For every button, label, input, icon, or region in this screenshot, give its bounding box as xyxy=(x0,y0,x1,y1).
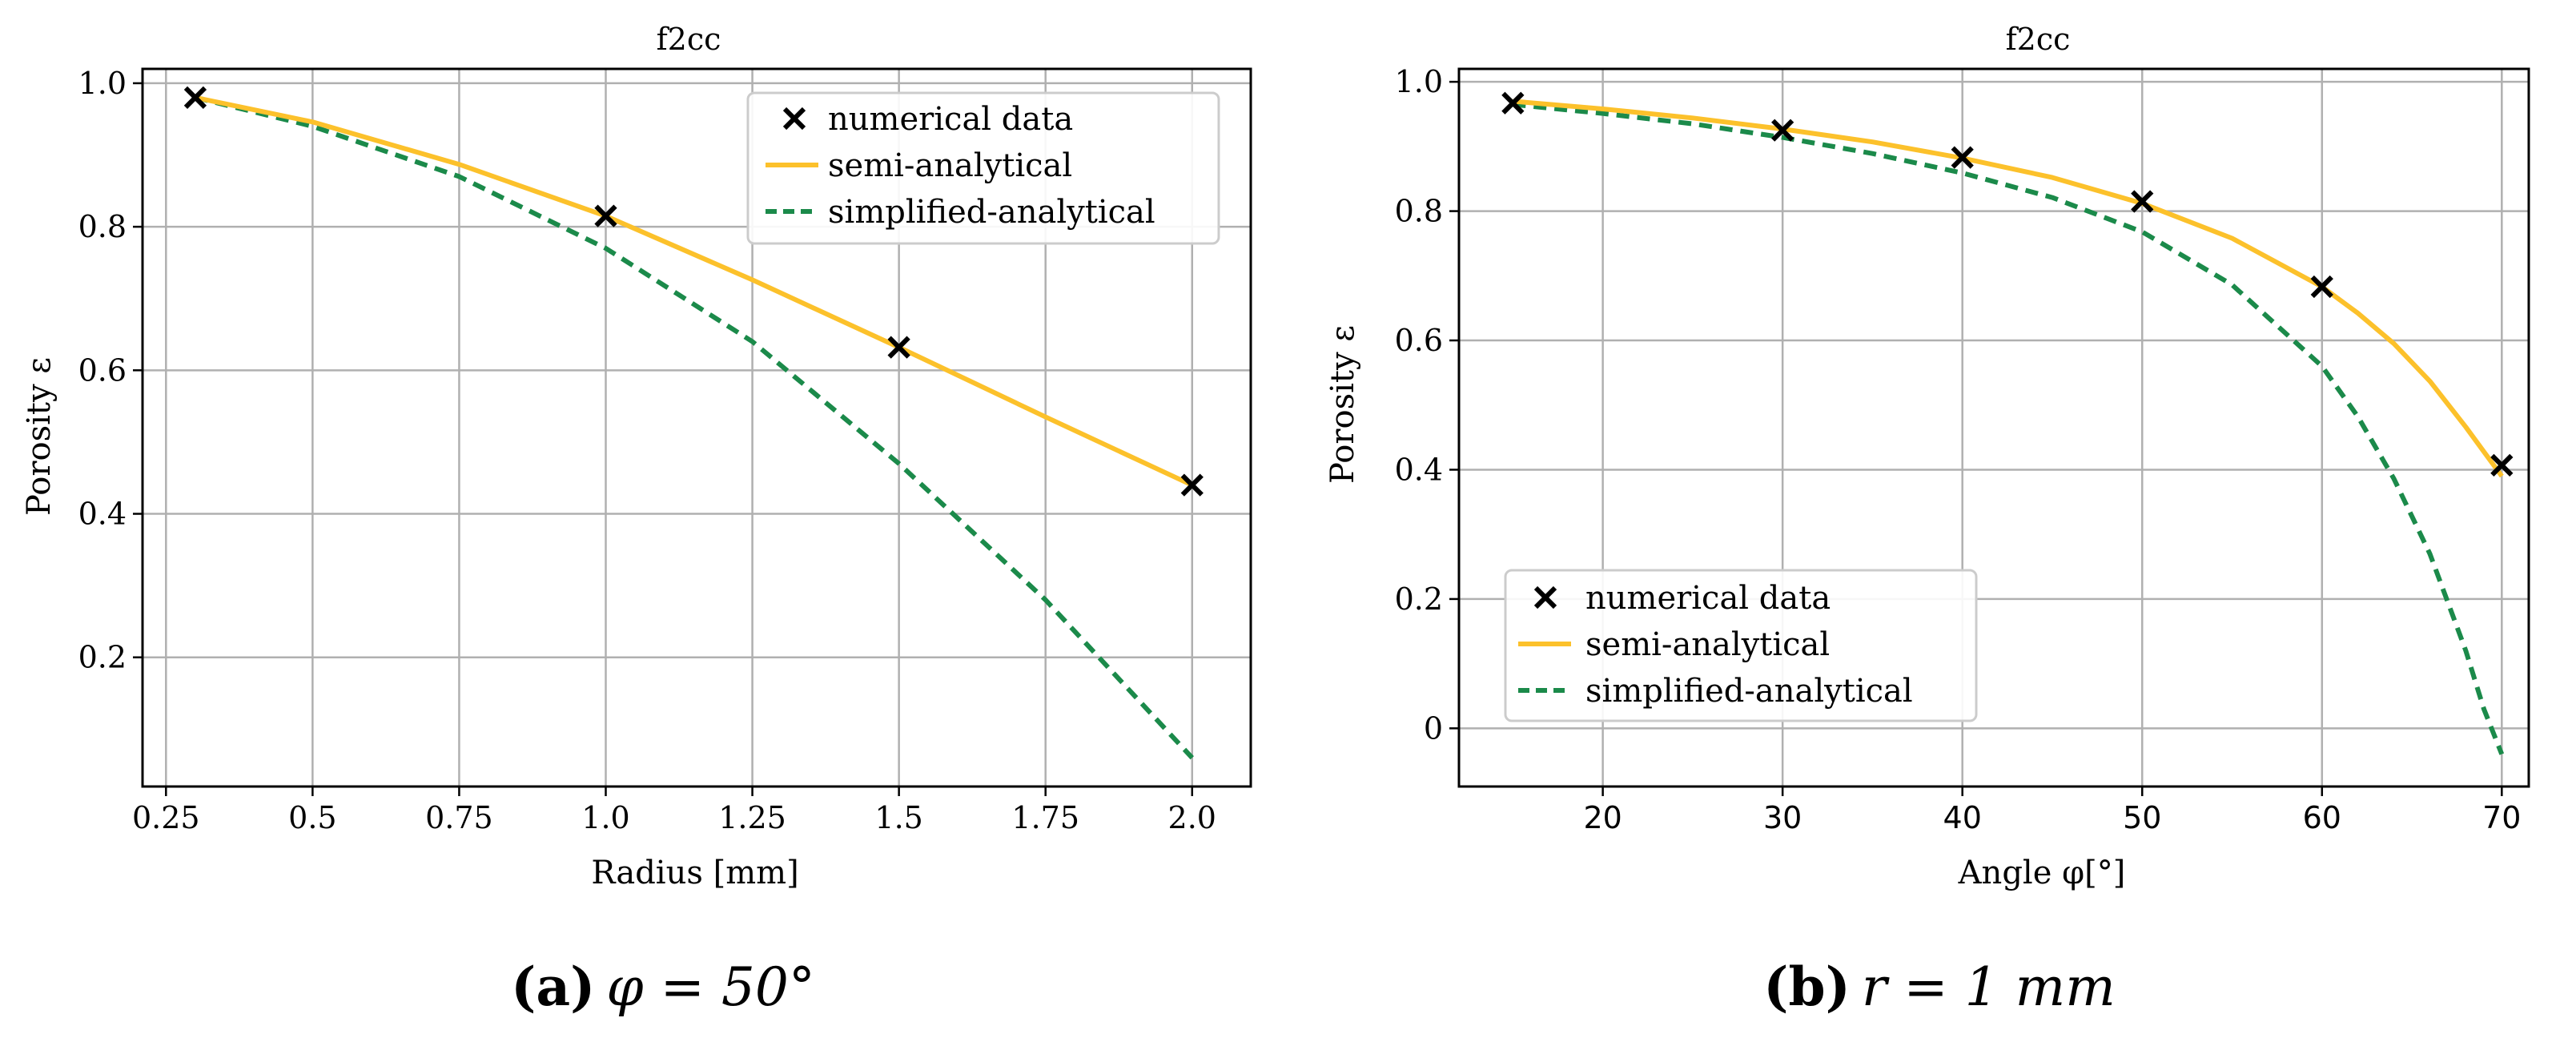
y-tick-label-a: 1.0 xyxy=(78,66,127,101)
data-point-b xyxy=(2131,190,2154,213)
chart-panel-a: 0.25 0.5 0.75 1.0 1.25 1.5 1.75 2.0 0.20.40.60.… xyxy=(21,22,1252,1018)
semi-analytical-line-b xyxy=(1513,99,2504,478)
data-point-b xyxy=(1771,119,1794,142)
y-ticks-a: 0.2 0.4 0.6 0.8 1.0 xyxy=(78,66,143,675)
y-ticks-b: 0 0.2 0.4 0.6 0.8 1.0 xyxy=(1395,64,1459,746)
caption-text-a: φ = 50° xyxy=(606,956,814,1018)
data-point-a xyxy=(594,204,617,227)
simplified-analytical-line-a xyxy=(195,95,1194,760)
y-tick-label-b: 1.0 xyxy=(1395,64,1443,99)
y-axis-label-a: Porosity ε xyxy=(21,357,58,516)
legend-a: numerical data semi-analytical simplifie… xyxy=(746,91,1220,245)
y-axis-label-b: Porosity ε xyxy=(1324,325,1361,484)
x-tick-label-b: 50 xyxy=(2123,800,2161,835)
x-ticks-b: 20 30 40 50 60 70 xyxy=(1583,787,2521,835)
y-tick-label-a: 0.6 xyxy=(78,352,127,388)
series-a xyxy=(183,86,1204,760)
series-b xyxy=(1501,91,2514,755)
caption-a: (a) φ = 50° xyxy=(511,956,815,1018)
legend-box-b xyxy=(1504,569,1978,722)
chart-panel-b: 20 30 40 50 60 70 0 0.2 0.4 0.6 0.8 1.0 f2cc Angle… xyxy=(1324,22,2530,1018)
x-tick-label-b: 40 xyxy=(1943,800,1982,835)
legend-label-numerical: numerical data xyxy=(828,101,1073,138)
x-axis-label-b: Angle φ[°] xyxy=(1958,855,2126,891)
data-point-a xyxy=(1180,473,1204,497)
y-tick-label-a: 0.2 xyxy=(78,640,127,675)
legend-label-numerical: numerical data xyxy=(1585,580,1831,617)
x-axis-label-a: Radius [mm] xyxy=(591,855,798,891)
data-point-b xyxy=(2310,275,2333,299)
legend-label-simplified: simplified-analytical xyxy=(1585,673,1913,710)
x-tick-label-a: 0.75 xyxy=(425,800,493,835)
chart-title-b: f2cc xyxy=(2006,22,2071,57)
y-tick-label-b: 0 xyxy=(1424,710,1443,746)
x-tick-label-a: 1.0 xyxy=(581,800,629,835)
x-tick-label-b: 30 xyxy=(1763,800,1802,835)
x-tick-label-a: 1.5 xyxy=(874,800,922,835)
semi-analytical-line-a xyxy=(195,95,1194,488)
x-tick-label-b: 70 xyxy=(2482,800,2521,835)
y-tick-label-a: 0.8 xyxy=(78,209,127,244)
y-tick-label-b: 0.8 xyxy=(1395,194,1443,229)
simplified-analytical-line-b xyxy=(1513,102,2505,755)
plot-frame-a xyxy=(141,67,1252,788)
data-point-a xyxy=(183,86,207,109)
y-tick-label-b: 0.2 xyxy=(1395,581,1443,617)
x-tick-label-b: 20 xyxy=(1583,800,1622,835)
data-point-a xyxy=(887,336,910,359)
legend-marker-icon xyxy=(1533,585,1557,610)
y-tick-label-b: 0.6 xyxy=(1395,323,1443,358)
data-point-b xyxy=(1951,146,1974,169)
caption-b: (b) r = 1 mm xyxy=(1763,956,2116,1018)
y-tick-label-b: 0.4 xyxy=(1395,452,1443,487)
legend-label-semi: semi-analytical xyxy=(828,147,1072,184)
x-ticks-a: 0.25 0.5 0.75 1.0 1.25 1.5 1.75 2.0 xyxy=(132,787,1216,835)
grid-b xyxy=(1459,69,2529,787)
x-tick-label-a: 1.75 xyxy=(1011,800,1079,835)
data-point-b xyxy=(2490,453,2514,477)
data-point-b xyxy=(1501,91,1525,115)
legend-b: numerical data semi-analytical simplifie… xyxy=(1504,569,1978,722)
y-tick-label-a: 0.4 xyxy=(78,497,127,532)
legend-marker-icon xyxy=(782,107,806,131)
x-tick-label-a: 1.25 xyxy=(718,800,786,835)
x-tick-label-a: 2.0 xyxy=(1168,800,1216,835)
legend-box-a xyxy=(746,91,1220,245)
legend-label-simplified: simplified-analytical xyxy=(828,194,1155,231)
x-tick-label-a: 0.25 xyxy=(132,800,200,835)
x-tick-label-b: 60 xyxy=(2303,800,2341,835)
legend-label-semi: semi-analytical xyxy=(1585,626,1830,663)
caption-label-a: (a) xyxy=(511,956,595,1018)
caption-text-b: r = 1 mm xyxy=(1862,956,2116,1018)
caption-label-b: (b) xyxy=(1763,956,1851,1018)
plot-frame-b xyxy=(1457,67,2530,788)
x-tick-label-a: 0.5 xyxy=(288,800,336,835)
chart-title-a: f2cc xyxy=(657,22,721,57)
